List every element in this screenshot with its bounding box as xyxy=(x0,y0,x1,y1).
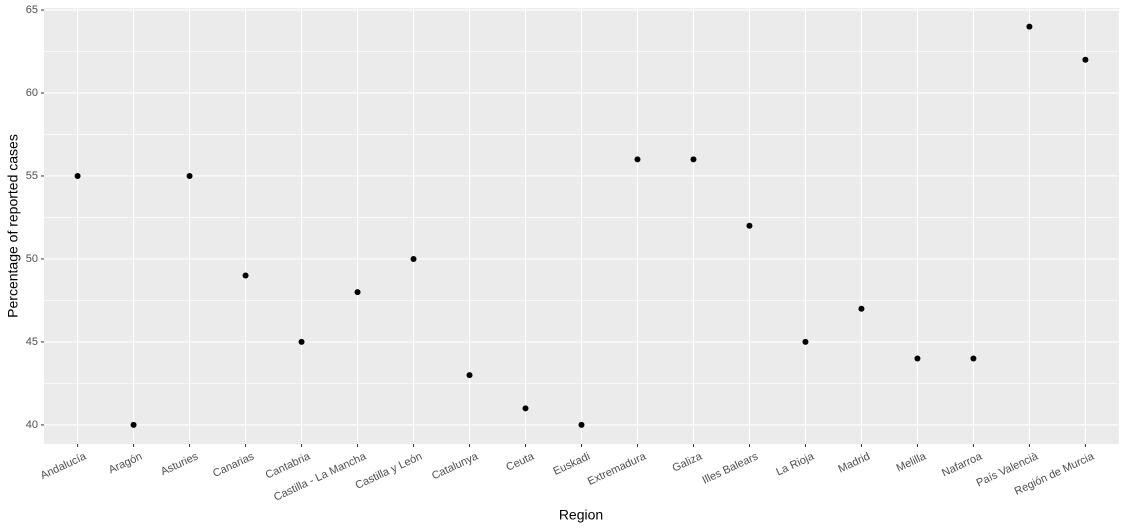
point xyxy=(914,355,921,362)
x-axis-title: Region xyxy=(559,507,603,523)
point xyxy=(578,421,585,428)
point xyxy=(466,372,473,379)
point xyxy=(746,222,753,229)
y-tick-label: 55 xyxy=(26,170,38,182)
point xyxy=(970,355,977,362)
x-tick-label: Galiza xyxy=(671,450,705,474)
y-tick-label: 50 xyxy=(26,253,38,265)
point xyxy=(802,338,809,345)
point xyxy=(690,156,697,163)
y-tick-label: 60 xyxy=(26,87,38,99)
point xyxy=(74,172,81,179)
x-tick-label: Andalucía xyxy=(39,450,89,482)
point xyxy=(1026,23,1033,30)
x-tick-label: Asturies xyxy=(159,450,201,478)
x-tick-label: Ceuta xyxy=(504,450,536,474)
y-axis-title: Percentage of reported cases xyxy=(5,134,21,318)
x-tick-label: Catalunya xyxy=(430,450,481,482)
x-tick-label: Madrid xyxy=(836,450,872,475)
point xyxy=(298,338,305,345)
x-tick-label: Illes Balears xyxy=(701,450,761,486)
point xyxy=(354,289,361,296)
point xyxy=(522,405,529,412)
x-tick-label: Aragón xyxy=(107,450,144,476)
point xyxy=(858,305,865,312)
point xyxy=(130,421,137,428)
point xyxy=(634,156,641,163)
x-tick-label: Euskadi xyxy=(551,450,592,477)
y-tick-label: 65 xyxy=(26,4,38,16)
x-tick-label: Extremadura xyxy=(586,450,649,488)
x-tick-label: Canarias xyxy=(211,450,256,480)
y-tick-label: 40 xyxy=(26,419,38,431)
point xyxy=(1082,56,1089,63)
y-tick-label: 45 xyxy=(26,336,38,348)
point xyxy=(242,272,249,279)
x-tick-label: Castilla - La Mancha xyxy=(272,450,369,504)
point xyxy=(186,172,193,179)
x-tick-label: Nafarroa xyxy=(940,450,985,479)
point xyxy=(410,255,417,262)
x-tick-label: Melilla xyxy=(895,450,929,474)
x-tick-label: La Rioja xyxy=(774,450,816,478)
